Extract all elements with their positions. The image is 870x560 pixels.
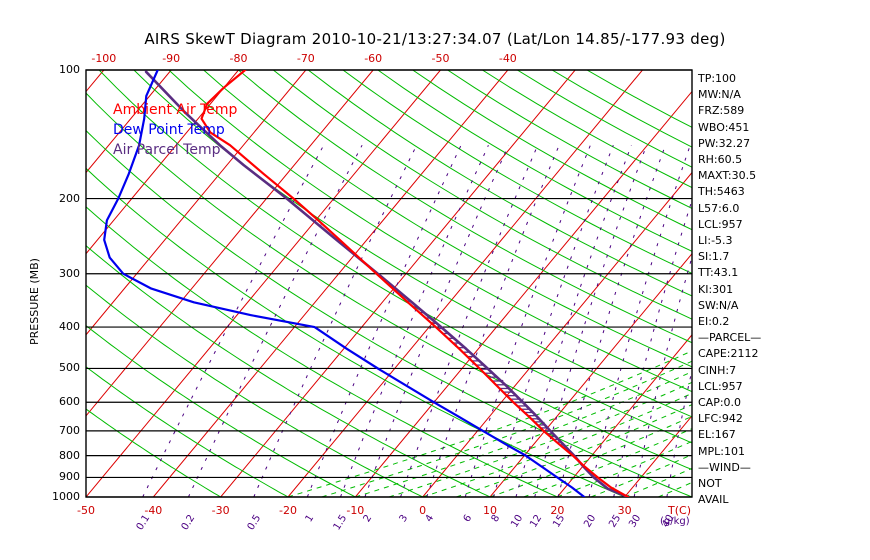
plot-border bbox=[85, 69, 693, 498]
stat-rh605-5: RH:60.5 bbox=[698, 153, 743, 166]
bottom-temp-tick-30: 30 bbox=[617, 504, 632, 517]
y-axis-title: PRESSURE (MB) bbox=[28, 258, 41, 345]
stat-ki301-13: KI:301 bbox=[698, 282, 734, 296]
legend-item-3: Air Parcel Temp bbox=[113, 142, 221, 158]
pressure-tick-300: 300 bbox=[59, 266, 80, 280]
stat-cape2112-17: CAPE:2112 bbox=[698, 347, 759, 361]
top-temp-tick--60: -60 bbox=[364, 52, 383, 65]
stat-cinh7-18: CINH:7 bbox=[698, 363, 737, 377]
pressure-tick-700: 700 bbox=[59, 423, 80, 437]
page-title: AIRS SkewT Diagram 2010-10-21/13:27:34.0… bbox=[144, 30, 726, 48]
gridline-group bbox=[86, 70, 692, 497]
stat-lcl957-9: LCL:957 bbox=[698, 217, 743, 231]
stat-ei02-15: EI:0.2 bbox=[698, 315, 730, 328]
stat-cap00-20: CAP:0.0 bbox=[698, 396, 742, 409]
stat-avail-26: AVAIL bbox=[698, 493, 729, 507]
legend-item-1: Ambient Air Temp bbox=[113, 102, 238, 118]
ambient-temp-curve bbox=[200, 70, 630, 497]
bottom-temp-tick-20: 20 bbox=[550, 504, 565, 517]
top-temp-tick--70: -70 bbox=[296, 52, 315, 65]
stat-tt431-12: TT:43.1 bbox=[698, 266, 739, 280]
top-temp-tick--40: -40 bbox=[498, 52, 517, 65]
bottom-temp-tick-10: 10 bbox=[483, 504, 497, 517]
x-axis-title-temp: T(C) bbox=[668, 504, 691, 517]
pressure-tick-600: 600 bbox=[59, 395, 80, 409]
bottom-temp-tick--20: -20 bbox=[279, 504, 297, 517]
pressure-tick-800: 800 bbox=[59, 448, 80, 462]
stat-parcel-16: —PARCEL— bbox=[698, 331, 762, 345]
stat-swna-14: SW:N/A bbox=[698, 298, 739, 312]
top-temp-tick--100: -100 bbox=[91, 52, 117, 65]
stat-wbo451-3: WBO:451 bbox=[698, 120, 750, 134]
stat-tp100-0: TP:100 bbox=[698, 72, 737, 85]
stat-wind-24: —WIND— bbox=[698, 460, 751, 474]
bottom-temp-tick--30: -30 bbox=[211, 504, 230, 517]
stat-mpl101-23: MPL:101 bbox=[698, 444, 745, 458]
stat-pw3227-4: PW:32.27 bbox=[698, 136, 751, 150]
stat-lfc942-21: LFC:942 bbox=[698, 412, 743, 426]
bottom-temp-tick--50: -50 bbox=[77, 504, 95, 517]
stat-lcl957-19: LCL:957 bbox=[698, 379, 743, 393]
pressure-tick-100: 100 bbox=[59, 63, 80, 76]
pressure-tick-400: 400 bbox=[59, 320, 80, 334]
stat-l5760-8: L57:6.0 bbox=[698, 201, 740, 215]
pressure-tick-200: 200 bbox=[59, 191, 80, 205]
dewpoint-temp-curve bbox=[103, 70, 586, 497]
top-temp-tick--80: -80 bbox=[229, 52, 248, 65]
stat-el167-22: EL:167 bbox=[698, 428, 736, 442]
stat-th5463-7: TH:5463 bbox=[698, 185, 745, 199]
stat-not-25: NOT bbox=[698, 477, 722, 490]
stat-li53-10: LI:-5.3 bbox=[698, 234, 733, 247]
bottom-temp-tick--40: -40 bbox=[144, 504, 163, 517]
stat-maxt305-6: MAXT:30.5 bbox=[698, 169, 757, 183]
pressure-tick-1000: 1000 bbox=[52, 490, 80, 503]
stat-frz589-2: FRZ:589 bbox=[698, 104, 745, 118]
x-axis-title-mixing: (g/kg) bbox=[660, 516, 690, 527]
stat-si17-11: SI:1.7 bbox=[698, 250, 730, 264]
legend-item-2: Dew Point Temp bbox=[113, 122, 225, 138]
bottom-temp-tick-0: 0 bbox=[419, 504, 427, 517]
bottom-temp-tick--10: -10 bbox=[346, 504, 365, 517]
stat-mwna-1: MW:N/A bbox=[698, 88, 741, 102]
pressure-tick-500: 500 bbox=[59, 361, 80, 375]
top-temp-tick--50: -50 bbox=[431, 52, 450, 65]
pressure-tick-900: 900 bbox=[59, 470, 80, 484]
top-temp-tick--90: -90 bbox=[162, 52, 181, 65]
